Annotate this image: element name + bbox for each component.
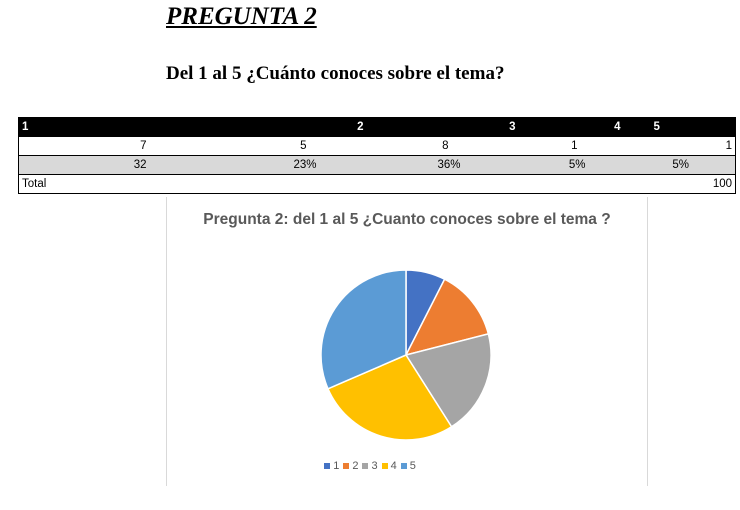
header-cell: 1 — [18, 117, 227, 137]
legend-item-5: 5 — [400, 460, 416, 472]
table-total-row: Total 100 — [18, 174, 736, 194]
pie-slice-5 — [320, 269, 407, 390]
question-heading: Del 1 al 5 ¿Cuánto conoces sobre el tema… — [166, 63, 505, 84]
percent-cell: 36% — [366, 155, 519, 175]
results-table: 1 2 3 4 5 7 5 8 1 1 32 23% 36% 5% 5% Tot… — [18, 117, 736, 194]
total-label: Total — [18, 174, 227, 194]
legend-item-1: 1 — [324, 460, 339, 472]
legend-swatch — [324, 463, 331, 470]
header-cell: 2 — [226, 117, 367, 137]
legend-item-4: 4 — [381, 460, 397, 472]
legend-swatch — [400, 463, 407, 470]
legend-label: 5 — [409, 460, 416, 472]
pie-slice-3 — [404, 332, 492, 428]
header-cell: 3 — [366, 117, 519, 137]
legend-item-3: 3 — [362, 460, 378, 472]
chart-title: Pregunta 2: del 1 al 5 ¿Cuanto conoces s… — [203, 211, 611, 228]
percent-cell: 32 — [18, 155, 227, 175]
legend-label: 3 — [371, 460, 378, 472]
legend-label: 2 — [352, 460, 359, 472]
pie-slice-2 — [404, 278, 490, 357]
legend-label: 1 — [333, 460, 340, 472]
legend-swatch — [381, 463, 388, 470]
legend-swatch — [343, 463, 350, 470]
page-title: PREGUNTA 2 — [166, 3, 317, 30]
legend-label: 4 — [390, 460, 397, 472]
total-value: 100 — [623, 174, 736, 194]
pie-slice-4 — [327, 354, 453, 441]
legend-swatch — [362, 463, 369, 470]
legend-item-2: 2 — [343, 460, 358, 472]
pie-chart-area: Pregunta 2: del 1 al 5 ¿Cuanto conoces s… — [166, 197, 648, 486]
percent-cell: 5% — [623, 155, 736, 175]
table-row: 32 23% 36% 5% 5% — [18, 155, 736, 175]
table-header-row: 1 2 3 4 5 — [18, 117, 736, 137]
header-cell: 5 — [623, 117, 736, 137]
